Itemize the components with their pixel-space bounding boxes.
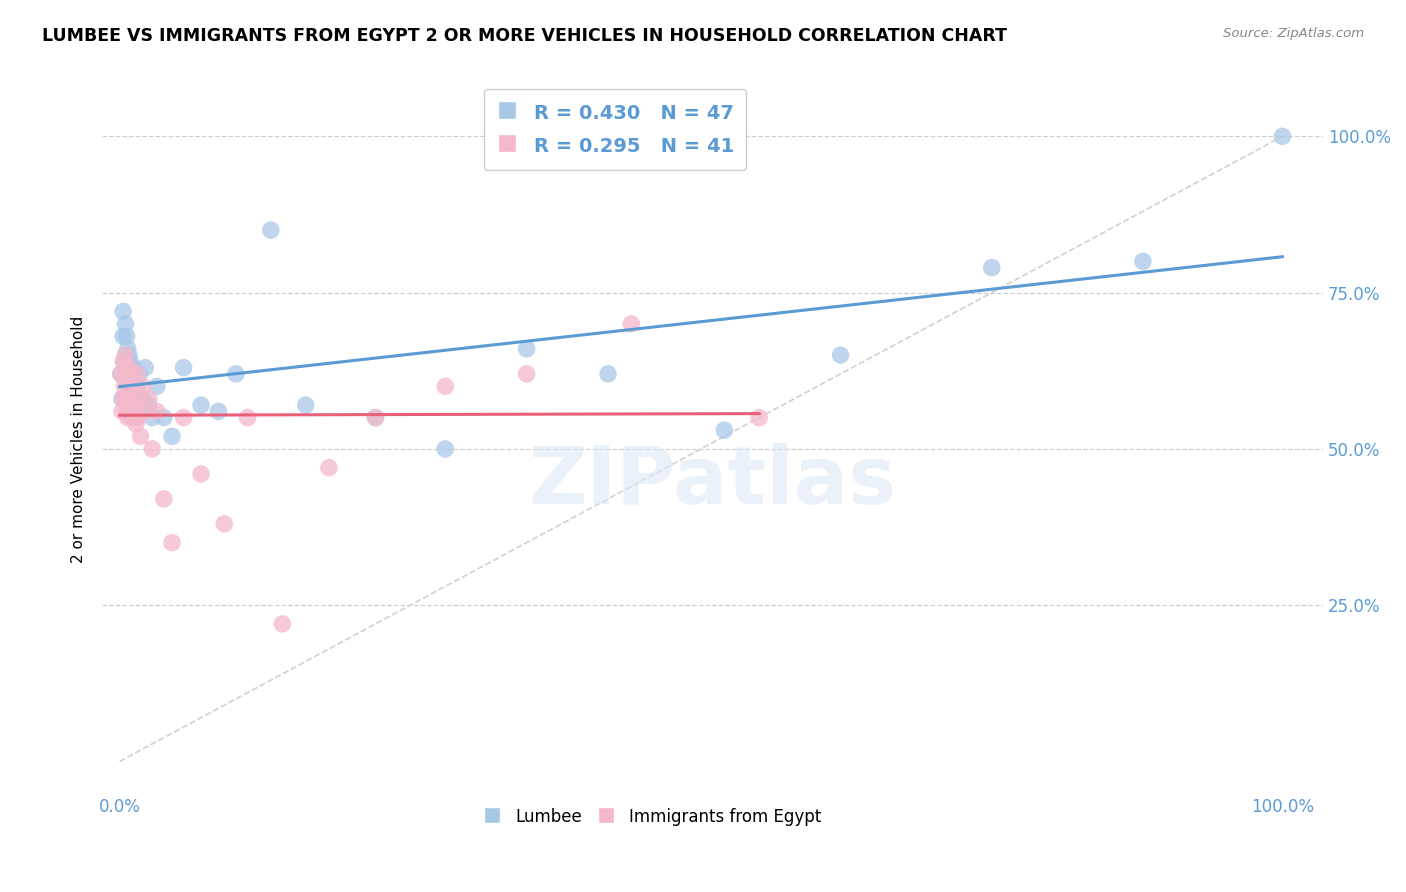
Point xyxy=(124,392,146,406)
Point xyxy=(118,348,141,362)
Point xyxy=(138,398,160,412)
Point xyxy=(125,417,148,431)
Point xyxy=(271,616,294,631)
Point xyxy=(118,360,141,375)
Point xyxy=(122,379,145,393)
Point xyxy=(118,379,141,393)
Point xyxy=(173,410,195,425)
Point xyxy=(207,404,229,418)
Point xyxy=(129,429,152,443)
Point xyxy=(122,360,145,375)
Point xyxy=(114,348,136,362)
Point xyxy=(434,379,457,393)
Point xyxy=(124,398,146,412)
Point xyxy=(125,410,148,425)
Point xyxy=(110,367,132,381)
Point xyxy=(596,367,619,381)
Point xyxy=(127,367,149,381)
Point xyxy=(114,392,136,406)
Point xyxy=(141,442,163,456)
Point xyxy=(173,360,195,375)
Point xyxy=(713,423,735,437)
Point xyxy=(117,410,139,425)
Point xyxy=(132,392,155,406)
Point xyxy=(153,410,176,425)
Point xyxy=(127,392,149,406)
Point xyxy=(120,367,142,381)
Legend: Lumbee, Immigrants from Egypt: Lumbee, Immigrants from Egypt xyxy=(475,800,828,834)
Point xyxy=(225,367,247,381)
Point xyxy=(434,442,457,456)
Point xyxy=(121,379,143,393)
Point xyxy=(160,429,183,443)
Point xyxy=(1271,129,1294,144)
Point xyxy=(112,354,135,368)
Point xyxy=(146,404,169,418)
Text: Source: ZipAtlas.com: Source: ZipAtlas.com xyxy=(1223,27,1364,40)
Point xyxy=(110,367,132,381)
Point xyxy=(121,410,143,425)
Point xyxy=(115,367,138,381)
Point xyxy=(115,360,138,375)
Point xyxy=(120,385,142,400)
Point xyxy=(318,460,340,475)
Point xyxy=(111,392,134,406)
Point xyxy=(146,379,169,393)
Point xyxy=(748,410,770,425)
Point xyxy=(115,329,138,343)
Point xyxy=(111,404,134,418)
Text: LUMBEE VS IMMIGRANTS FROM EGYPT 2 OR MORE VEHICLES IN HOUSEHOLD CORRELATION CHAR: LUMBEE VS IMMIGRANTS FROM EGYPT 2 OR MOR… xyxy=(42,27,1007,45)
Point xyxy=(620,317,643,331)
Point xyxy=(134,360,156,375)
Point xyxy=(112,354,135,368)
Y-axis label: 2 or more Vehicles in Household: 2 or more Vehicles in Household xyxy=(72,316,86,563)
Point xyxy=(214,516,236,531)
Point xyxy=(236,410,259,425)
Point xyxy=(190,398,212,412)
Point xyxy=(120,392,142,406)
Point xyxy=(120,398,142,412)
Point xyxy=(516,342,538,356)
Point xyxy=(117,379,139,393)
Point xyxy=(830,348,852,362)
Point xyxy=(260,223,283,237)
Point xyxy=(1132,254,1154,268)
Point xyxy=(160,535,183,549)
Point xyxy=(128,367,150,381)
Point xyxy=(516,367,538,381)
Point xyxy=(153,491,176,506)
Point xyxy=(117,342,139,356)
Point xyxy=(114,348,136,362)
Point xyxy=(127,410,149,425)
Text: ZIPatlas: ZIPatlas xyxy=(529,443,897,521)
Point xyxy=(134,404,156,418)
Point xyxy=(115,404,138,418)
Point xyxy=(112,329,135,343)
Point xyxy=(129,404,152,418)
Point xyxy=(118,398,141,412)
Point xyxy=(132,379,155,393)
Point xyxy=(127,379,149,393)
Point xyxy=(112,379,135,393)
Point xyxy=(112,304,135,318)
Point xyxy=(128,392,150,406)
Point xyxy=(138,392,160,406)
Point xyxy=(364,410,387,425)
Point xyxy=(117,379,139,393)
Point xyxy=(980,260,1002,275)
Point xyxy=(141,410,163,425)
Point xyxy=(120,367,142,381)
Point xyxy=(112,392,135,406)
Point xyxy=(364,410,387,425)
Point xyxy=(114,317,136,331)
Point xyxy=(190,467,212,481)
Point xyxy=(294,398,316,412)
Point xyxy=(120,354,142,368)
